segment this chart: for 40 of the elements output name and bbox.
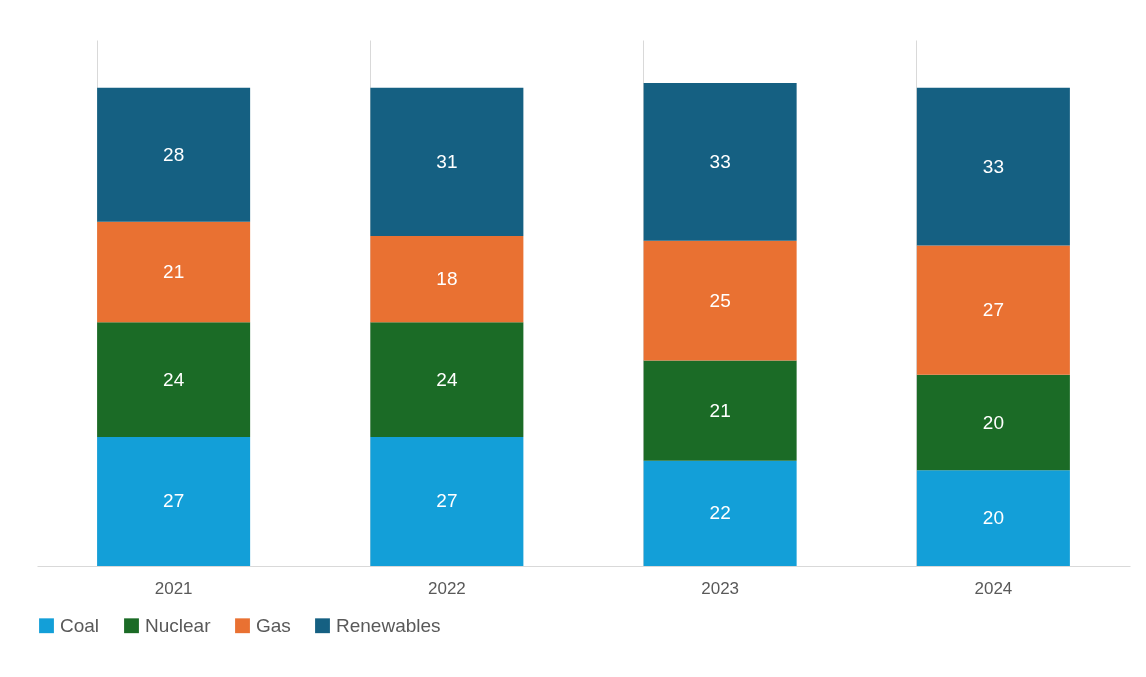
bar — [370, 322, 524, 437]
data-label: 21 — [163, 260, 185, 282]
data-label: 21 — [709, 399, 731, 421]
bar — [97, 87, 251, 222]
x-tick-label: 2024 — [974, 578, 1013, 598]
data-label: 27 — [982, 299, 1004, 321]
data-label: 24 — [163, 368, 185, 390]
x-tick-label: 2021 — [154, 578, 193, 598]
bar — [916, 87, 1070, 246]
data-label: 28 — [163, 143, 185, 165]
bar — [916, 245, 1070, 375]
bar — [370, 436, 524, 566]
data-label: 33 — [709, 150, 731, 172]
data-label: 22 — [709, 502, 731, 524]
bar — [916, 374, 1070, 471]
legend-label: Renewables — [336, 614, 441, 636]
data-label: 27 — [436, 490, 458, 512]
data-label: 24 — [436, 368, 458, 390]
bar — [97, 322, 251, 437]
bar — [97, 221, 251, 323]
x-tick-label: 2023 — [701, 578, 740, 598]
data-label: 18 — [436, 268, 458, 290]
bar — [643, 240, 797, 361]
bar — [643, 83, 797, 241]
data-label: 33 — [982, 155, 1004, 177]
bar — [370, 87, 524, 237]
bar — [370, 236, 524, 323]
bar — [643, 360, 797, 461]
data-label: 27 — [163, 490, 185, 512]
legend-label: Gas — [256, 614, 291, 636]
data-label: 31 — [436, 150, 458, 172]
bar — [916, 470, 1070, 566]
data-label: 20 — [982, 507, 1004, 529]
legend-label: Coal — [60, 614, 100, 636]
data-label: 20 — [982, 411, 1004, 433]
x-tick-label: 2022 — [427, 578, 466, 598]
bar — [97, 436, 251, 566]
data-label: 25 — [709, 289, 731, 311]
legend-label: Nuclear — [145, 614, 212, 636]
bar — [643, 460, 797, 566]
